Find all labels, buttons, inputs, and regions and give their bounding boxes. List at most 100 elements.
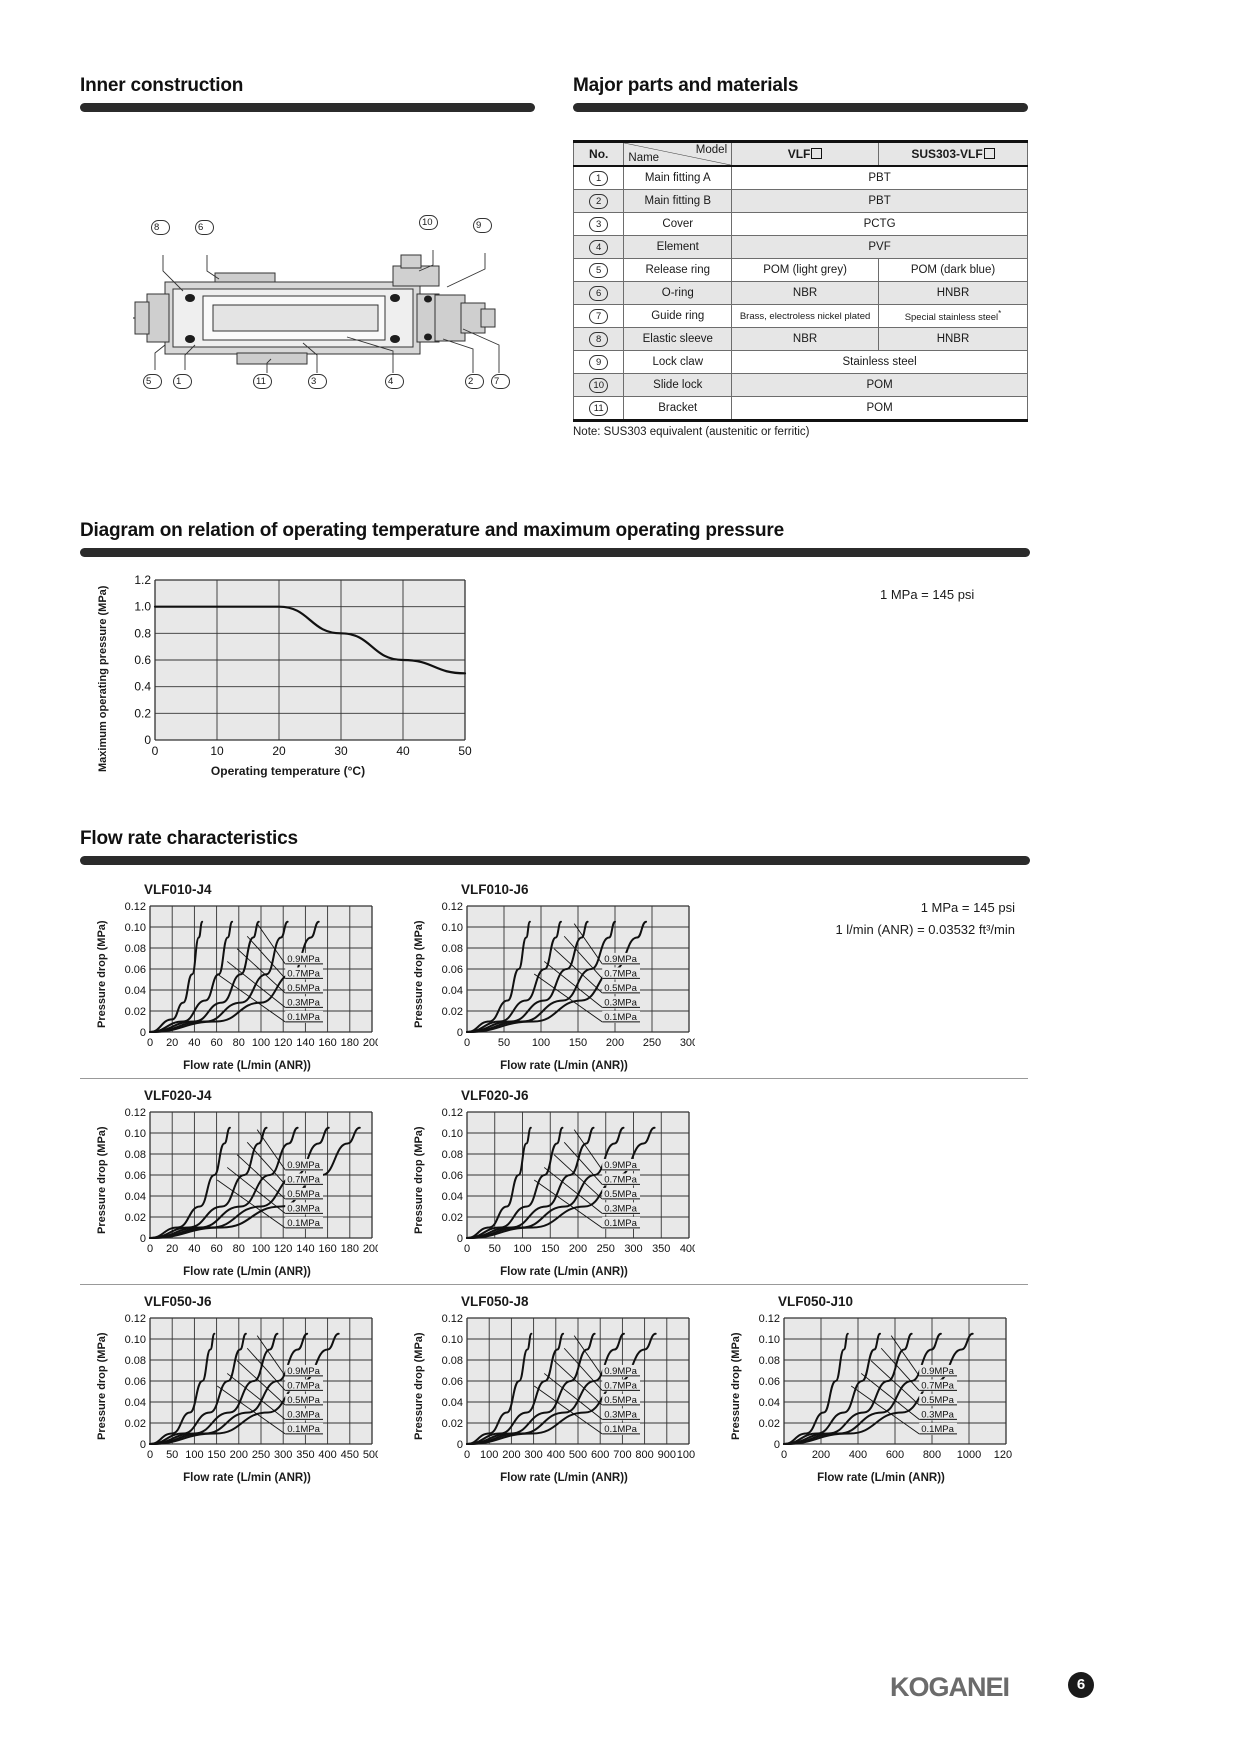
svg-text:180: 180 — [341, 1037, 359, 1049]
row-material-vlf: NBR — [731, 281, 879, 305]
svg-text:50: 50 — [489, 1243, 501, 1255]
major-parts-title: Major parts and materials — [573, 75, 799, 96]
table-row: 3 Cover PCTG — [572, 212, 1028, 236]
callout-6: 6 — [195, 217, 214, 235]
pressure-annotation: 0.3MPa — [860, 1373, 957, 1421]
svg-text:40: 40 — [188, 1243, 200, 1255]
svg-text:0.7MPa: 0.7MPa — [604, 1174, 637, 1185]
pressure-annotation: 0.5MPa — [870, 1360, 957, 1406]
row-part-name: Slide lock — [623, 373, 733, 397]
svg-text:0.4: 0.4 — [134, 680, 151, 694]
svg-text:0.3MPa: 0.3MPa — [604, 997, 637, 1008]
svg-text:80: 80 — [233, 1243, 245, 1255]
row-material-sus: POM (dark blue) — [877, 258, 1029, 282]
svg-text:150: 150 — [541, 1243, 559, 1255]
svg-text:0.1MPa: 0.1MPa — [604, 1218, 637, 1229]
temp-pressure-plot: 0 0.2 0.4 0.6 0.8 1.0 1.2 0 10 20 30 40 50 — [134, 573, 472, 758]
inner-construction-title: Inner construction — [80, 75, 244, 96]
section-rule — [80, 548, 1030, 557]
svg-text:0.06: 0.06 — [759, 1376, 780, 1388]
svg-text:0.10: 0.10 — [442, 1128, 463, 1140]
chart-xlabel: Flow rate (L/min (ANR)) — [183, 1472, 311, 1484]
pressure-annotation: 0.3MPa — [543, 1167, 640, 1215]
svg-text:20: 20 — [166, 1243, 178, 1255]
pressure-annotation: 0.9MPa — [573, 923, 640, 965]
svg-text:0.02: 0.02 — [442, 1418, 463, 1430]
svg-text:0.1MPa: 0.1MPa — [287, 1424, 320, 1435]
svg-text:200: 200 — [230, 1449, 248, 1461]
svg-text:0.06: 0.06 — [125, 964, 146, 976]
header-model: Model — [695, 144, 728, 156]
row-number: 8 — [572, 327, 625, 351]
svg-text:0.3MPa: 0.3MPa — [287, 1409, 320, 1420]
chart-title: VLF010-J6 — [461, 882, 529, 897]
chart-ylabel: Pressure drop (MPa) — [413, 920, 425, 1028]
svg-text:0.08: 0.08 — [442, 943, 463, 955]
svg-text:0.06: 0.06 — [125, 1376, 146, 1388]
svg-text:0.10: 0.10 — [759, 1334, 780, 1346]
svg-text:0: 0 — [147, 1243, 153, 1255]
circled-number: 8 — [589, 331, 609, 347]
pressure-annotation: 0.5MPa — [236, 1360, 323, 1406]
table-row: 8 Elastic sleeve NBR HNBR — [572, 327, 1029, 351]
svg-text:0.02: 0.02 — [125, 1212, 146, 1224]
svg-text:150: 150 — [569, 1037, 587, 1049]
svg-text:150: 150 — [207, 1449, 225, 1461]
svg-text:0.06: 0.06 — [125, 1170, 146, 1182]
callout-5: 5 — [143, 371, 162, 389]
svg-text:350: 350 — [296, 1449, 314, 1461]
temp-diagram-section: Diagram on relation of operating tempera… — [80, 520, 1030, 557]
svg-text:0.9MPa: 0.9MPa — [921, 1366, 954, 1377]
chart-xlabel: Flow rate (L/min (ANR)) — [500, 1266, 628, 1278]
svg-text:0.9MPa: 0.9MPa — [287, 1160, 320, 1171]
svg-text:0.12: 0.12 — [442, 1313, 463, 1325]
callout-3: 3 — [308, 371, 327, 389]
svg-text:0.06: 0.06 — [442, 964, 463, 976]
svg-text:0.3MPa: 0.3MPa — [287, 997, 320, 1008]
row-part-name: O-ring — [623, 281, 733, 305]
row-part-name: Release ring — [623, 258, 733, 282]
pressure-annotation: 0.5MPa — [553, 1360, 640, 1406]
section-rule — [80, 856, 1030, 865]
svg-text:0.06: 0.06 — [442, 1170, 463, 1182]
chart-plot: 0 0.02 0.04 0.06 0.08 0.10 0.12 0 20 40 60 80 100 120… — [125, 901, 382, 1049]
pressure-annotation: 0.1MPa — [533, 973, 640, 1023]
svg-text:0.10: 0.10 — [442, 922, 463, 934]
svg-text:0.04: 0.04 — [442, 985, 463, 997]
row-part-name: Guide ring — [623, 304, 733, 328]
svg-text:160: 160 — [318, 1037, 336, 1049]
pressure-annotation: 0.3MPa — [543, 1373, 640, 1421]
svg-text:0.02: 0.02 — [442, 1212, 463, 1224]
svg-text:0.02: 0.02 — [759, 1418, 780, 1430]
pressure-annotation: 0.9MPa — [573, 1129, 640, 1171]
pressure-annotation: 0.5MPa — [236, 1154, 323, 1200]
svg-text:50: 50 — [498, 1037, 510, 1049]
row-number: 10 — [572, 373, 625, 397]
chart-plot: 0 0.02 0.04 0.06 0.08 0.10 0.12 0 50 100 150 200 250… — [442, 1107, 699, 1255]
svg-text:350: 350 — [652, 1243, 670, 1255]
lmin-conversion-note: 1 l/min (ANR) = 0.03532 ft³/min — [835, 922, 1015, 937]
table-row: 10 Slide lock POM — [572, 373, 1028, 397]
svg-text:1000: 1000 — [957, 1449, 981, 1461]
svg-text:120: 120 — [274, 1037, 292, 1049]
svg-text:0.7MPa: 0.7MPa — [287, 968, 320, 979]
svg-text:0.8: 0.8 — [134, 626, 151, 640]
header-model-name-split: Model Name — [623, 140, 733, 167]
svg-text:60: 60 — [210, 1243, 222, 1255]
svg-text:0: 0 — [457, 1439, 463, 1451]
chart-title: VLF050-J8 — [461, 1294, 529, 1309]
svg-text:200: 200 — [502, 1449, 520, 1461]
callout-7: 7 — [491, 371, 510, 389]
chart-xlabel: Flow rate (L/min (ANR)) — [817, 1472, 945, 1484]
svg-text:0: 0 — [144, 733, 151, 747]
svg-text:50: 50 — [458, 744, 472, 758]
svg-text:0.12: 0.12 — [759, 1313, 780, 1325]
temp-pressure-chart: Maximum operating pressure (MPa) 0 0.2 0.4… — [95, 572, 475, 792]
svg-text:0.7MPa: 0.7MPa — [604, 1380, 637, 1391]
header-vlf: VLF — [731, 140, 879, 167]
svg-text:0.04: 0.04 — [125, 985, 146, 997]
svg-text:0.1MPa: 0.1MPa — [604, 1012, 637, 1023]
svg-text:100: 100 — [480, 1449, 498, 1461]
